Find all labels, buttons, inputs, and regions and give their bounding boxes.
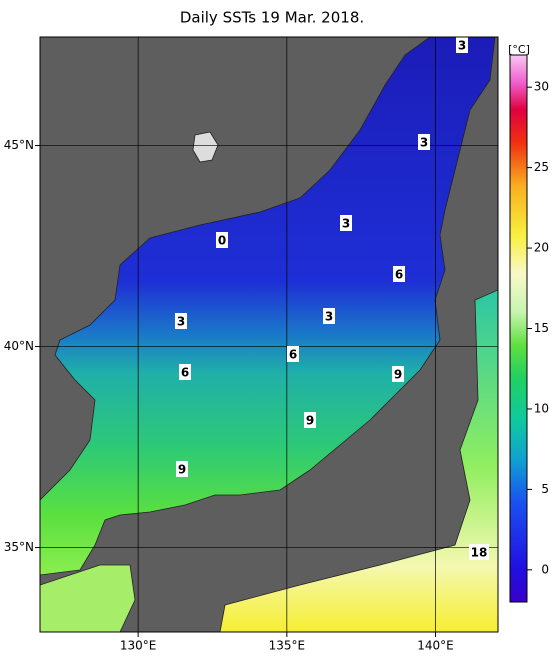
colorbar-tick-label: 0 (541, 562, 549, 576)
island (192, 131, 219, 163)
contour-label-box (175, 313, 187, 329)
map-frame (39, 36, 499, 633)
contour-label: 9 (306, 414, 314, 428)
y-tick-label: 45°N (4, 138, 34, 152)
map: 3 3 3 0 6 3 3 6 6 9 9 9 18 (40, 37, 498, 632)
colorbar-tick-label: 5 (541, 482, 549, 496)
contour-label: 3 (177, 315, 185, 329)
east-china-sea (40, 564, 136, 632)
contour-label: 6 (395, 268, 403, 282)
colorbar-tick-label: 25 (534, 160, 549, 174)
contour-label-box (392, 366, 404, 382)
contour-label: 9 (394, 368, 402, 382)
contour-label-box (179, 364, 191, 380)
contour-label: 3 (325, 310, 333, 324)
contour-label: 6 (289, 348, 297, 362)
colorbar-unit: [°C] (508, 43, 530, 56)
contour-label-box (393, 266, 405, 282)
contour-label: 3 (420, 136, 428, 150)
contour-label: 3 (458, 39, 466, 53)
colorbar (509, 54, 528, 603)
colorbar-tick-label: 10 (534, 401, 549, 415)
contour-label: 9 (178, 463, 186, 477)
contour-label-box (176, 461, 188, 477)
contour-label: 18 (471, 546, 488, 560)
contour-label-box (469, 544, 489, 560)
contour-label-box (287, 346, 299, 362)
contour-label: 3 (342, 217, 350, 231)
y-tick-label: 35°N (4, 540, 34, 554)
contour-label: 0 (218, 234, 226, 248)
colorbar-tick-label: 30 (534, 80, 549, 94)
contour-label-box (340, 215, 352, 231)
x-tick-label: 130°E (120, 639, 157, 653)
contour-label-box (418, 134, 430, 150)
japan-sea (40, 37, 496, 576)
contour-label-box (304, 412, 316, 428)
x-tick-label: 135°E (269, 639, 306, 653)
chart-title: Daily SSTs 19 Mar. 2018. (180, 9, 364, 27)
x-tick-label: 140°E (417, 639, 454, 653)
contour-label: 6 (181, 366, 189, 380)
y-tick-label: 40°N (4, 339, 34, 353)
contour-label-box (216, 232, 228, 248)
colorbar-tick-label: 15 (534, 321, 549, 335)
contour-label-box (323, 308, 335, 324)
colorbar-tick-label: 20 (534, 241, 549, 255)
pacific (219, 289, 498, 632)
contour-label-box (456, 37, 468, 53)
